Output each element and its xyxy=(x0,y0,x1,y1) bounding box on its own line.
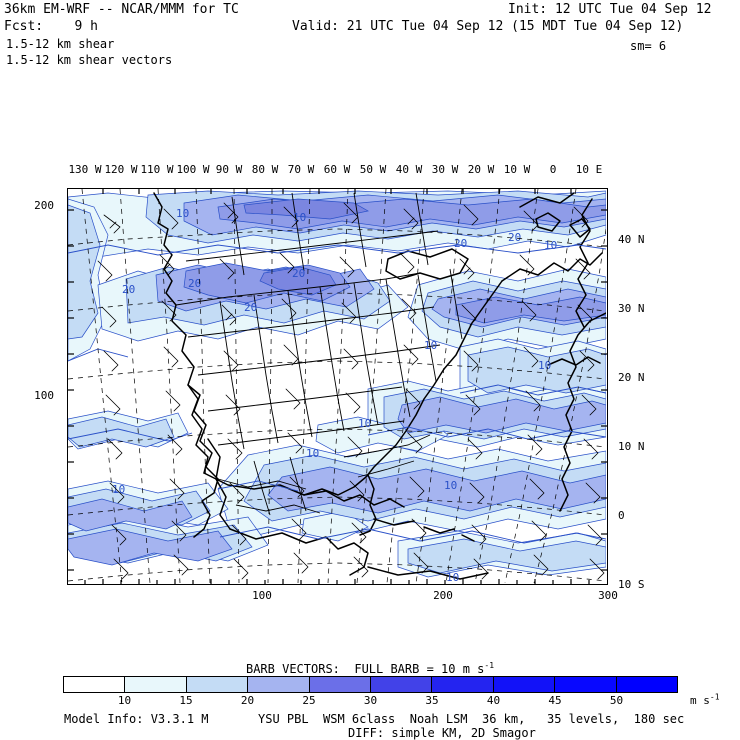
lon-tick-label: 10 E xyxy=(575,163,603,176)
colorbar-tick-label: 35 xyxy=(425,694,439,707)
colorbar-tick-label: 15 xyxy=(179,694,193,707)
colorbar-units-text: m s xyxy=(690,694,710,707)
lat-tick-label: 20 N xyxy=(618,371,645,384)
svg-text:10: 10 xyxy=(538,359,551,372)
lon-tick-label: 80 W xyxy=(251,163,279,176)
header-block: 36km EM-WRF -- NCAR/MMM for TC Init: 12 … xyxy=(0,0,740,70)
lon-tick-label: 90 W xyxy=(215,163,243,176)
lat-tick-label: 40 N xyxy=(618,233,645,246)
lon-tick-label: 50 W xyxy=(359,163,387,176)
colorbar-swatch[interactable] xyxy=(186,677,249,692)
lon-tick-label: 130 W xyxy=(68,163,102,176)
y-grid-label: 200 xyxy=(34,199,54,212)
shear-map-plot: 10 10 20 20 20 20 20 20 10 10 10 10 10 1… xyxy=(68,189,606,583)
contour-labels: 10 10 20 20 20 20 20 20 10 10 10 10 10 1… xyxy=(112,207,557,583)
svg-text:10: 10 xyxy=(306,447,319,460)
map-panel[interactable]: 10 10 20 20 20 20 20 20 10 10 10 10 10 1… xyxy=(67,188,608,585)
valid-time: Valid: 21 UTC Tue 04 Sep 12 (15 MDT Tue … xyxy=(292,19,684,34)
lon-tick-label: 100 W xyxy=(176,163,210,176)
diffusion-option: DIFF: simple KM, 2D Smagor xyxy=(348,726,536,740)
lon-tick-label: 60 W xyxy=(323,163,351,176)
lat-tick-label: 10 N xyxy=(618,440,645,453)
lon-tick-label: 40 W xyxy=(395,163,423,176)
colorbar-tick-label: 30 xyxy=(363,694,378,707)
map-coastlines xyxy=(153,192,606,580)
svg-text:20: 20 xyxy=(292,267,305,280)
svg-text:10: 10 xyxy=(293,211,306,224)
svg-text:10: 10 xyxy=(444,479,457,492)
svg-text:10: 10 xyxy=(446,571,459,583)
y-grid-label: 100 xyxy=(34,389,54,402)
svg-text:10: 10 xyxy=(424,339,437,352)
colorbar-swatch[interactable] xyxy=(125,677,187,692)
lon-tick-label: 20 W xyxy=(467,163,495,176)
colorbar-tick-label: 10 xyxy=(117,694,132,707)
colorbar-tick-label: 25 xyxy=(302,694,316,707)
colorbar-tick-label: 20 xyxy=(240,694,255,707)
lat-tick-label: 30 N xyxy=(618,302,645,315)
svg-text:10: 10 xyxy=(112,483,125,496)
model-info-label: Model Info: V3.3.1 M xyxy=(64,712,209,726)
colorbar-swatch[interactable] xyxy=(248,677,310,692)
lon-tick-label: 120 W xyxy=(104,163,138,176)
field-label-shaded: 1.5-12 km shear xyxy=(6,37,115,51)
init-time: Init: 12 UTC Tue 04 Sep 12 xyxy=(508,2,712,17)
shear-contours xyxy=(68,244,606,544)
colorbar-tick-label: 40 xyxy=(486,694,501,707)
colorbar-swatch[interactable] xyxy=(616,677,678,692)
lat-tick-label: 10 S xyxy=(618,578,645,591)
x-grid-label: 100 xyxy=(252,589,272,602)
map-graticule xyxy=(68,189,606,583)
svg-text:20: 20 xyxy=(508,231,521,244)
wind-barbs xyxy=(97,202,605,580)
svg-text:20: 20 xyxy=(454,237,467,250)
lon-tick-label: 70 W xyxy=(287,163,315,176)
colorbar-units: m s-1 xyxy=(690,692,720,707)
svg-text:20: 20 xyxy=(188,277,201,290)
smoothing-label: sm= 6 xyxy=(630,39,667,53)
lon-tick-label: 110 W xyxy=(140,163,174,176)
colorbar-title: BARB VECTORS: FULL BARB = 10 m s-1 xyxy=(0,661,740,677)
shear-fill-level-30 xyxy=(243,198,369,296)
colorbar-swatch[interactable] xyxy=(64,677,126,692)
svg-text:20: 20 xyxy=(122,283,135,296)
map-frame: 10 10 20 20 20 20 20 20 10 10 10 10 10 1… xyxy=(67,188,608,585)
model-title: 36km EM-WRF -- NCAR/MMM for TC xyxy=(4,2,239,17)
colorbar-units-exponent: -1 xyxy=(709,692,720,702)
colorbar-swatch[interactable] xyxy=(371,677,433,692)
lon-tick-label: 30 W xyxy=(431,163,459,176)
forecast-hour: Fcst: 9 h xyxy=(4,19,98,34)
svg-text:10: 10 xyxy=(358,417,371,430)
lat-tick-label: 0 xyxy=(618,509,625,522)
colorbar[interactable] xyxy=(63,676,678,693)
colorbar-swatch[interactable] xyxy=(309,677,372,692)
svg-text:10: 10 xyxy=(544,239,557,252)
physics-options: YSU PBL WSM 6class Noah LSM 36 km, 35 le… xyxy=(258,712,685,726)
x-grid-label: 200 xyxy=(433,589,453,602)
svg-text:10: 10 xyxy=(176,207,189,220)
colorbar-tick-labels: 10 15 20 25 30 35 40 45 50 xyxy=(0,694,740,708)
x-grid-label: 300 xyxy=(598,589,618,602)
colorbar-title-text: BARB VECTORS: FULL BARB = 10 m s xyxy=(245,662,485,676)
colorbar-tick-label: 50 xyxy=(609,694,624,707)
field-label-vectors: 1.5-12 km shear vectors xyxy=(6,53,173,67)
lon-tick-label: 10 W xyxy=(503,163,531,176)
lon-tick-label: 0 xyxy=(549,163,557,176)
colorbar-swatch[interactable] xyxy=(432,677,494,692)
colorbar-title-exponent: -1 xyxy=(484,661,495,670)
colorbar-swatch[interactable] xyxy=(555,677,617,692)
colorbar-swatch[interactable] xyxy=(493,677,556,692)
colorbar-tick-label: 45 xyxy=(548,694,562,707)
svg-text:20: 20 xyxy=(244,301,257,314)
